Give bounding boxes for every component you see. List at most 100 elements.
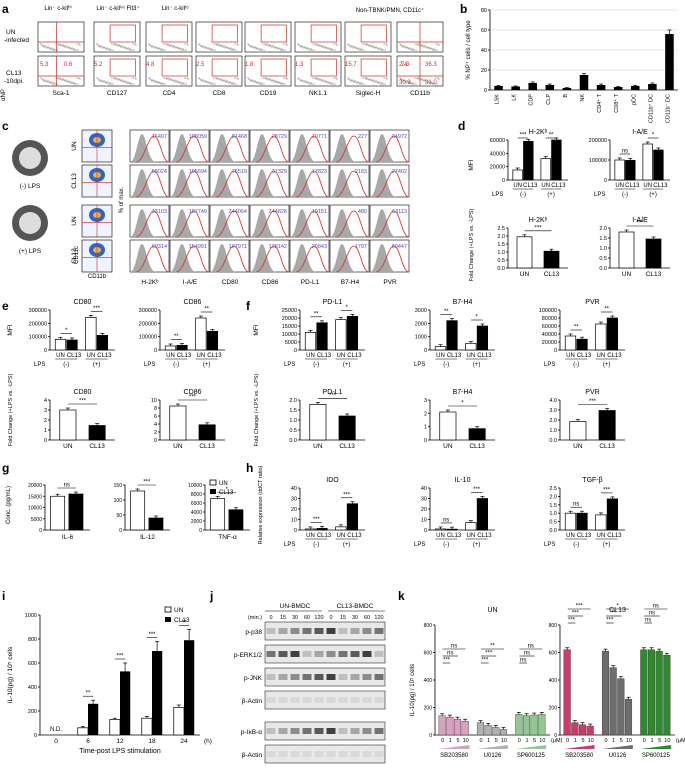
event-dot [157,48,159,50]
event-dot [169,45,171,47]
x-label: TNF-α [218,534,237,541]
event-dot [171,45,173,47]
event-dot [256,48,258,50]
time-label: 120 [374,615,383,621]
bar [164,345,177,351]
sig-label: *** [143,480,151,486]
x-label-cl13: CL13 [577,353,592,359]
event-dot [437,43,439,45]
event-dot [322,79,324,81]
event-dot [187,44,189,46]
y-tick-label: 1 [44,428,47,434]
event-dot [161,82,163,84]
isotype-histogram [290,169,316,197]
event-dot [69,81,71,83]
event-dot [320,45,322,47]
event-dot [234,77,236,79]
y-tick-label: 0 [502,178,505,184]
event-dot [229,81,231,83]
marker-label: CD86 [262,279,279,286]
isotype-histogram [130,209,156,237]
marker-label: PD-L1 [301,279,320,286]
dose-label: 10 [626,738,632,744]
event-dot [99,46,101,48]
x-label-un: UN [597,533,606,539]
event-dot [370,45,372,47]
event-dot [184,77,186,79]
event-dot [257,81,259,83]
event-dot [149,44,151,46]
event-dot [157,82,159,84]
bar [434,528,447,531]
event-dot [57,77,59,79]
event-dot [336,44,338,46]
header: Non-TBNK/PMN, CD11c⁺ [356,7,424,14]
event-dot [113,77,115,79]
sig-label: *** [93,306,101,312]
sig-label: *** [443,658,451,664]
sig-label: *** [606,618,614,624]
time-label: 0 [329,615,332,621]
x-label-un: UN [87,353,96,359]
stain-histogram [215,170,250,198]
cell-image [19,147,41,169]
y-tick-label: 50 [116,513,122,519]
gate [260,58,287,77]
event-dot [110,49,112,51]
event-dot [298,78,300,80]
flow-plot [344,21,392,53]
blot-band [350,674,360,680]
stain-histogram [375,245,410,273]
event-dot [62,78,64,80]
event-dot [434,83,436,85]
dose-label: 1 [612,738,615,744]
event-dot [377,48,379,50]
event-dot [45,80,47,82]
event-dot [176,80,178,82]
event-dot [403,79,405,81]
stain-histogram [335,135,370,163]
isotype-histogram [330,209,356,237]
event-dot [305,81,307,83]
event-dot [316,43,318,45]
bar [476,722,485,736]
x-label-un: UN [573,443,583,450]
bar [96,334,109,351]
event-dot [426,81,428,83]
sig-label: * [461,401,464,407]
event-dot [356,82,358,84]
event-dot [362,77,364,79]
dose-label: 0 [518,738,521,744]
event-dot [123,47,125,49]
event-dot [198,77,200,79]
x-axis-label: CD4 [162,90,175,97]
event-dot [210,83,212,85]
isotype-histogram [370,169,396,197]
legend-label: UN [219,481,228,487]
mfi-value: 244064 [229,209,247,215]
time-label: 60 [364,615,370,621]
blot-band [362,651,372,657]
event-dot [213,43,215,45]
y-tick-label: 0.0 [549,438,557,444]
blot-band [350,751,360,757]
y-tick-label: 2 [154,430,157,436]
event-dot [260,48,262,50]
event-dot [409,47,411,49]
y-tick-label: 60000 [542,324,557,330]
event-dot [109,48,111,50]
event-dot [370,79,372,81]
event-dot [366,43,368,45]
flow-plot [244,21,292,53]
x-label-un: UN [615,183,624,189]
event-dot [42,45,44,47]
event-dot [274,47,276,49]
event-dot [222,46,224,48]
dose-label: 1 [650,738,653,744]
isotype-histogram [370,134,396,162]
isotype-histogram [250,209,276,237]
x-label-un: UN [566,533,575,539]
y-tick-label: 20 [421,507,427,513]
event-dot [69,47,71,49]
event-dot [357,47,359,49]
